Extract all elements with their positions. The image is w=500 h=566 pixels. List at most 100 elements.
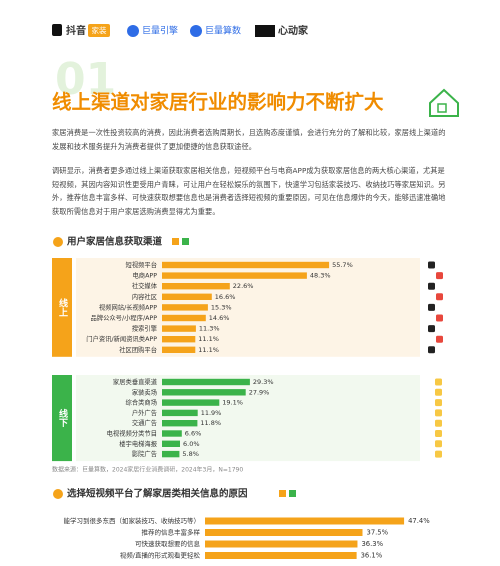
category-label: 品牌公众号/小程序/APP [90,313,157,322]
category-label: 影院广告 [132,449,157,458]
logo: 抖音 [66,24,86,37]
logo-icon [255,25,275,37]
section-icon [53,237,63,247]
app-icon [435,409,442,417]
app-icon [435,378,442,386]
app-icon [436,314,443,322]
paragraph: 家居消费是一次性投资较高的消费，因此消费者选购周期长，且选购态度谨慎，会进行充分… [52,128,446,151]
value-label: 5.8% [182,450,199,458]
category-label: 家居类垂直渠道 [113,377,158,386]
paragraph: 调研显示，消费者更多通过线上渠道获取家居相关信息，短视频平台与电商APP成为获取… [52,166,446,216]
chart-title: 用户家居信息获取渠道 [66,236,163,248]
value-label: 15.3% [211,303,232,311]
bar [162,450,180,458]
app-icon [436,335,443,343]
value-label: 29.3% [253,378,274,386]
logo: 家装 [92,25,107,35]
bar [162,346,196,353]
category-label: 交通广告 [132,418,157,427]
bar [162,389,246,396]
title: 线上渠道对家居行业的影响力不断扩大 [52,91,384,114]
app-icon [428,282,435,290]
value-label: 47.4% [408,517,430,525]
logo: 巨量算数 [205,25,241,37]
source: 数据来源：巨量算数，2024家居行业消费调研，2024年3月，N=1790 [52,466,243,474]
category-label: 推荐的信息丰富多样 [142,528,201,537]
group-box [52,258,72,357]
bar [162,336,196,343]
section-icon [53,489,63,499]
value-label: 6.6% [185,430,202,438]
section-number: 01 [55,54,116,105]
bar [162,378,250,386]
logo: 巨量引擎 [142,25,178,37]
app-icon [435,430,442,437]
value-label: 11.1% [198,335,219,343]
bar [162,304,208,311]
group-label: 线下 [57,408,68,428]
app-icon [435,399,442,407]
bar [162,293,212,300]
logo: 心动家 [278,24,309,37]
bar [205,517,405,525]
app-icon [436,293,443,301]
app-icon [435,419,442,427]
category-label: 电商APP [133,271,158,280]
app-icon [428,346,435,354]
category-label: 搜索引擎 [132,324,158,333]
group-box [52,375,72,462]
value-label: 48.3% [310,272,331,280]
value-label: 16.6% [215,293,236,301]
app-icon [436,272,443,280]
group-label: 线上 [57,297,68,316]
bar [205,540,358,548]
bar [162,409,198,417]
category-label: 电视视频分类节目 [107,429,157,438]
value-label: 19.1% [222,399,243,407]
group-panel [76,375,420,462]
category-label: 内容社区 [132,292,157,301]
app-icon [435,388,442,396]
legend-chip [289,490,296,497]
house-icon [429,88,459,117]
logo-icon [190,25,202,37]
category-label: 视频/直播的形式观看更轻松 [120,551,201,560]
bar [162,283,230,290]
bar [162,272,307,279]
value-label: 36.3% [361,540,383,548]
bar [205,552,357,559]
value-label: 6.0% [183,440,200,448]
bar [162,325,196,332]
category-label: 家装卖场 [132,387,157,396]
bar [162,314,206,322]
category-label: 户外广告 [132,408,157,417]
app-icon [428,325,435,333]
bar [162,399,220,406]
bar [162,440,180,447]
value-label: 27.9% [249,388,270,396]
value-label: 11.9% [201,409,222,417]
legend-chip [172,238,179,245]
value-label: 11.1% [198,346,219,354]
value-label: 22.6% [233,282,254,290]
category-label: 综合类商场 [126,398,157,407]
value-label: 36.1% [361,552,383,560]
house-icon [437,103,447,113]
bar [162,430,182,437]
value-label: 14.6% [209,314,230,322]
logo-icon [127,25,139,37]
bar [205,529,363,536]
app-icon [435,440,442,448]
app-icon [428,303,435,311]
value-label: 11.3% [199,325,220,333]
app-icon [435,450,442,458]
app-icon [428,261,435,269]
bar [162,261,330,269]
category-label: 能学习到很多东西（如家装技巧、收纳技巧等） [64,516,201,525]
chart-title: 选择短视频平台了解家居类相关信息的原因 [67,488,248,500]
logo-badge [88,24,110,37]
value-label: 55.7% [332,261,353,269]
bar [162,420,198,427]
